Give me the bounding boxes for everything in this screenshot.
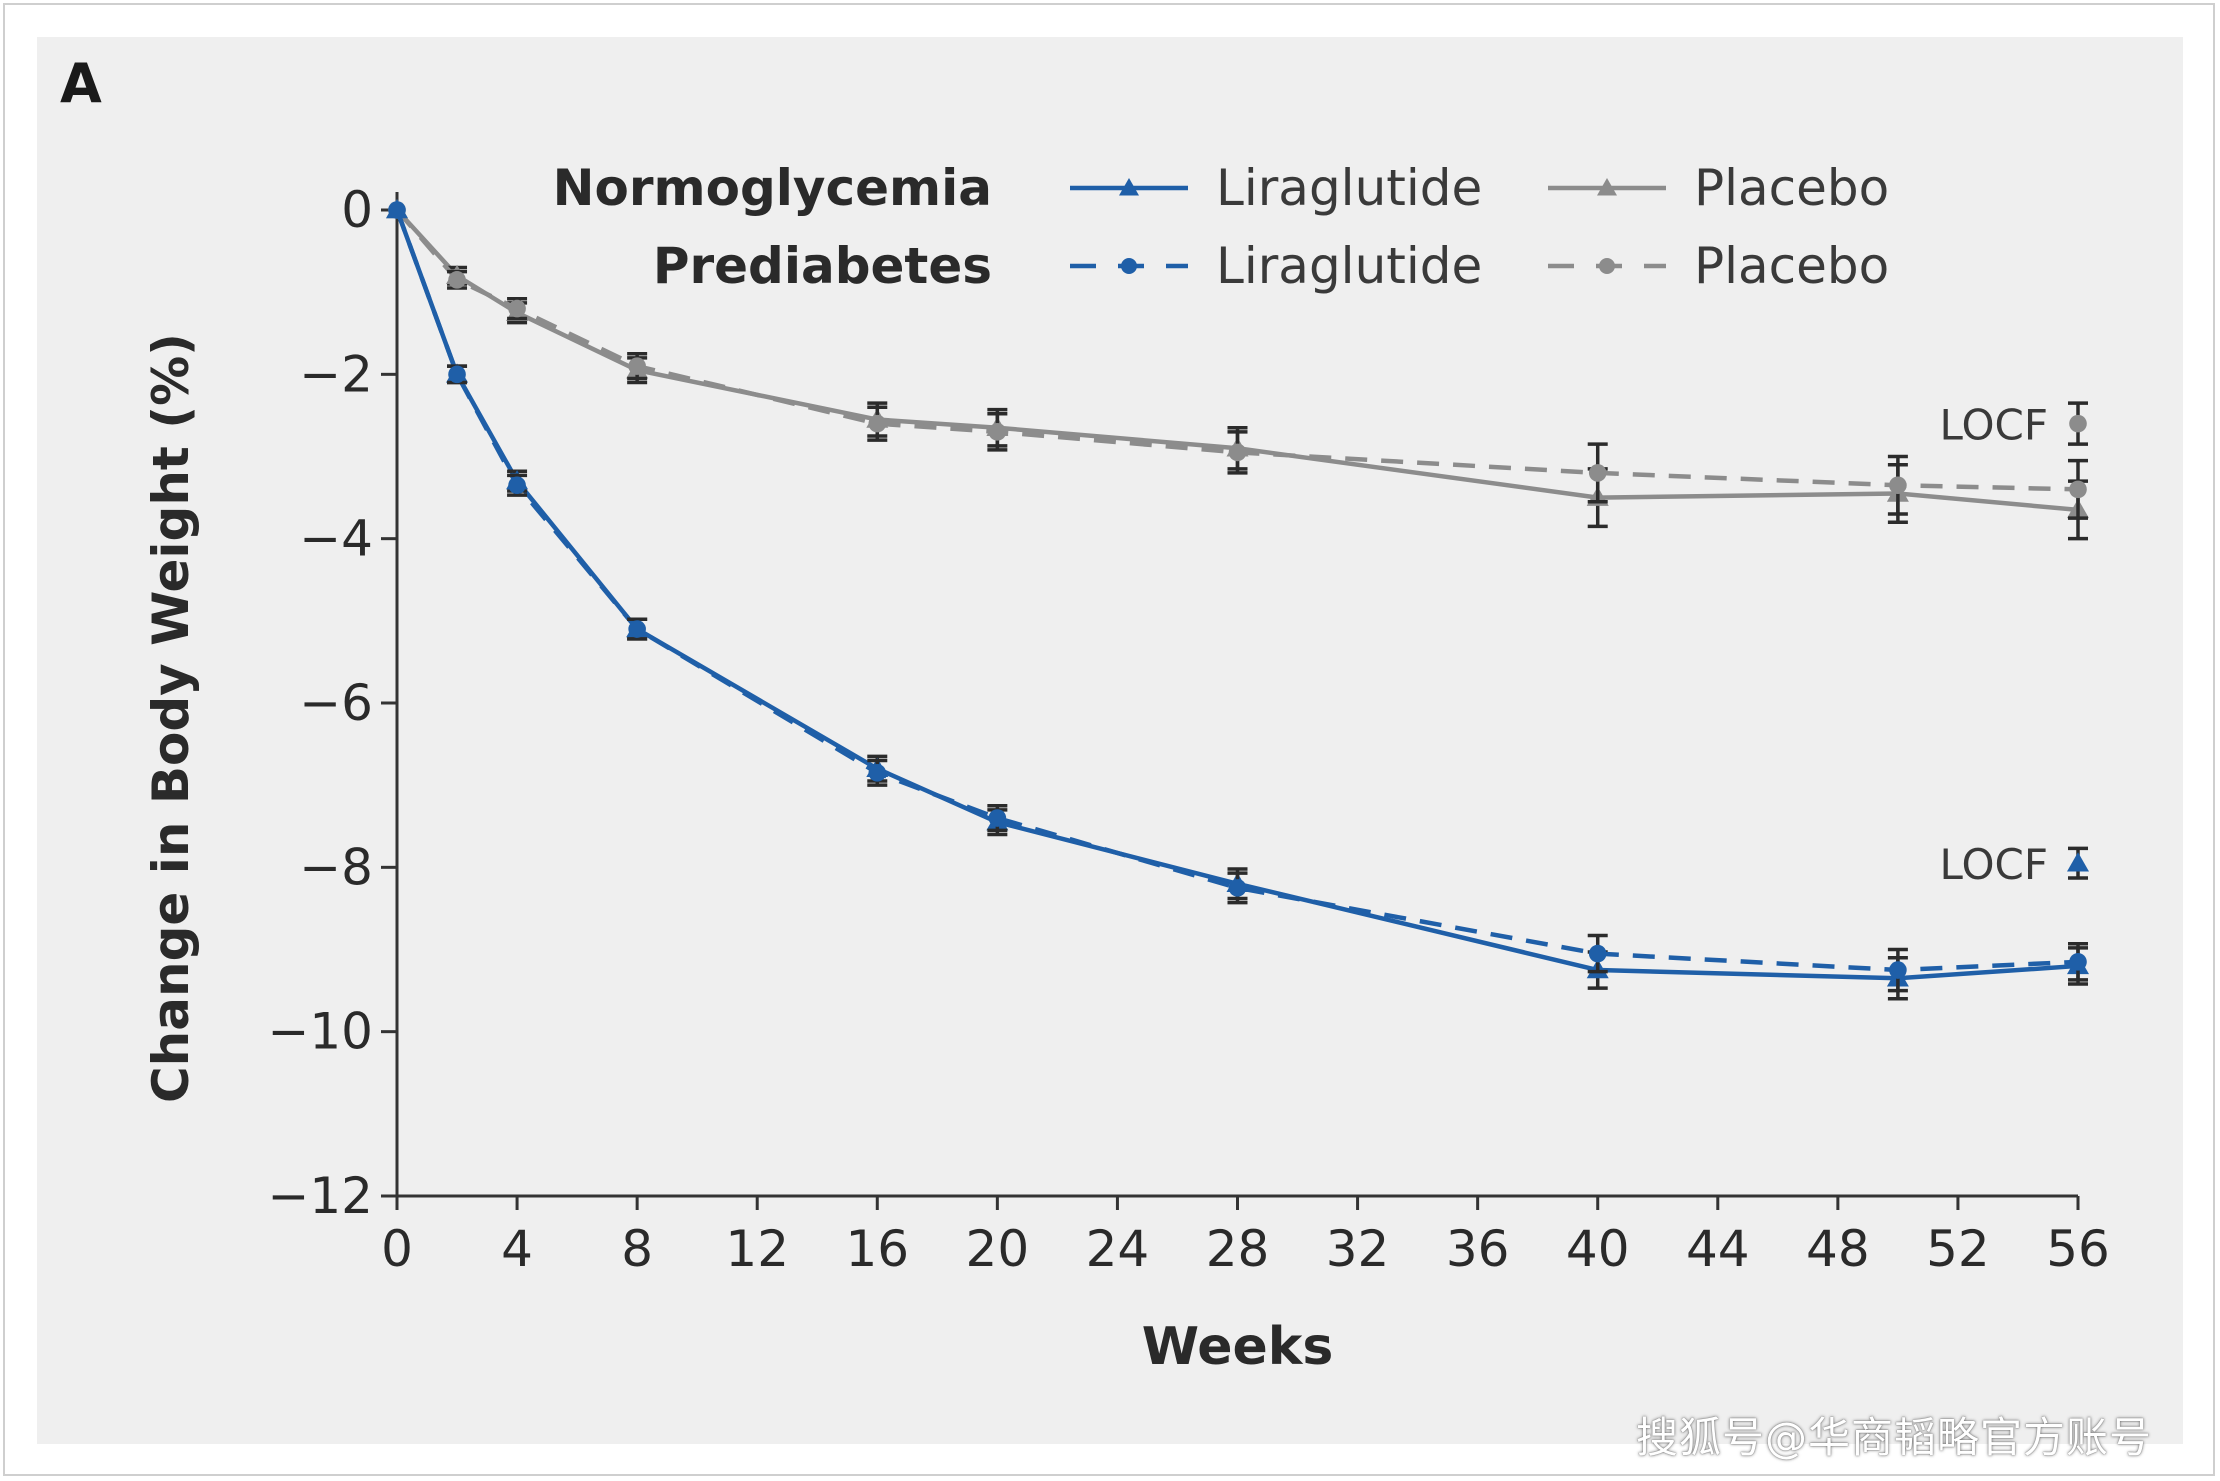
chart-legend: Normoglycemia Liraglutide Placebo Prediabet…	[553, 159, 1890, 295]
chart-annotations: LOCF LOCF	[1940, 401, 2089, 889]
x-tick-label: 28	[1206, 1220, 1270, 1278]
legend-marker-placebo	[1599, 258, 1615, 274]
data-point-prediabetes-placebo	[2069, 480, 2087, 499]
legend-entry-placebo: Placebo	[1694, 159, 1889, 217]
data-point-prediabetes-placebo	[868, 414, 887, 433]
x-tick-label: 24	[1086, 1220, 1150, 1278]
x-tick-label: 0	[381, 1220, 413, 1278]
data-point-prediabetes-liraglutide	[388, 201, 406, 219]
data-point-prediabetes-placebo	[1228, 443, 1247, 462]
x-tick-label: 44	[1686, 1220, 1750, 1278]
panel-label: A	[60, 52, 102, 115]
locf-marker	[2067, 852, 2089, 872]
series-line-prediabetes-placebo	[395, 208, 2079, 492]
chart-series	[386, 199, 2089, 1001]
y-tick-label: −6	[299, 674, 373, 732]
data-point-prediabetes-liraglutide	[1588, 944, 1607, 963]
x-tick-label: 20	[966, 1220, 1030, 1278]
legend-marker-liraglutide	[1121, 258, 1137, 274]
y-tick-label: −12	[267, 1167, 373, 1225]
x-tick-label: 52	[1926, 1220, 1990, 1278]
locf-point: LOCF	[1940, 401, 2088, 450]
data-point-prediabetes-placebo	[508, 299, 526, 318]
data-point-prediabetes-liraglutide	[1228, 879, 1247, 897]
legend-entry-liraglutide: Liraglutide	[1216, 237, 1482, 295]
x-tick-label: 32	[1326, 1220, 1390, 1278]
locf-label: LOCF	[1940, 401, 2048, 450]
series-prediabetes-liraglutide	[388, 201, 2088, 993]
data-point-prediabetes-liraglutide	[1889, 961, 1907, 979]
y-tick-label: −8	[299, 838, 373, 896]
x-tick-label: 40	[1566, 1220, 1630, 1278]
series-line-normoglycemia-liraglutide	[394, 209, 2079, 981]
data-point-prediabetes-placebo	[628, 357, 646, 375]
data-point-prediabetes-placebo	[988, 423, 1007, 441]
locf-point: LOCF	[1940, 840, 2089, 889]
legend-marker-liraglutide	[1119, 178, 1139, 196]
legend-group-label: Normoglycemia	[553, 159, 992, 217]
locf-marker	[2069, 414, 2087, 433]
x-tick-label: 48	[1806, 1220, 1870, 1278]
chart-ticks: 0 4 8 12 16 20 24 28 32 36 40 44 48 52 560−2−4−6−8−10−…	[142, 181, 2110, 1377]
watermark-text: 搜狐号@华商韬略官方账号	[1636, 1413, 2153, 1462]
data-point-prediabetes-liraglutide	[448, 365, 466, 384]
y-tick-label: −10	[267, 1003, 373, 1061]
data-point-prediabetes-liraglutide	[988, 809, 1007, 827]
data-point-prediabetes-placebo	[1588, 464, 1607, 482]
chart-panel	[37, 37, 2183, 1444]
x-axis-title: Weeks	[1142, 1317, 1334, 1377]
series-line-prediabetes-liraglutide	[394, 209, 2079, 973]
x-tick-label: 16	[845, 1220, 909, 1278]
legend-group-label: Prediabetes	[653, 237, 992, 295]
y-tick-label: −2	[299, 345, 373, 403]
x-tick-label: 56	[2046, 1220, 2110, 1278]
data-point-prediabetes-liraglutide	[2069, 953, 2087, 971]
y-tick-label: 0	[341, 181, 373, 239]
legend-marker-placebo	[1597, 178, 1617, 196]
data-point-prediabetes-liraglutide	[868, 764, 887, 782]
legend-entry-placebo: Placebo	[1694, 237, 1889, 295]
x-tick-label: 36	[1446, 1220, 1510, 1278]
data-point-prediabetes-placebo	[448, 271, 466, 289]
x-tick-label: 12	[725, 1220, 789, 1278]
data-point-prediabetes-placebo	[1889, 476, 1907, 495]
legend-entry-liraglutide: Liraglutide	[1216, 159, 1482, 217]
y-tick-label: −4	[299, 510, 373, 568]
y-axis-title: Change in Body Weight (%)	[142, 333, 200, 1103]
locf-label: LOCF	[1940, 840, 2048, 889]
chart-axes	[395, 192, 2078, 1198]
x-tick-label: 4	[501, 1220, 533, 1278]
data-point-prediabetes-liraglutide	[508, 476, 526, 495]
data-point-prediabetes-liraglutide	[628, 620, 646, 638]
x-tick-label: 8	[621, 1220, 653, 1278]
